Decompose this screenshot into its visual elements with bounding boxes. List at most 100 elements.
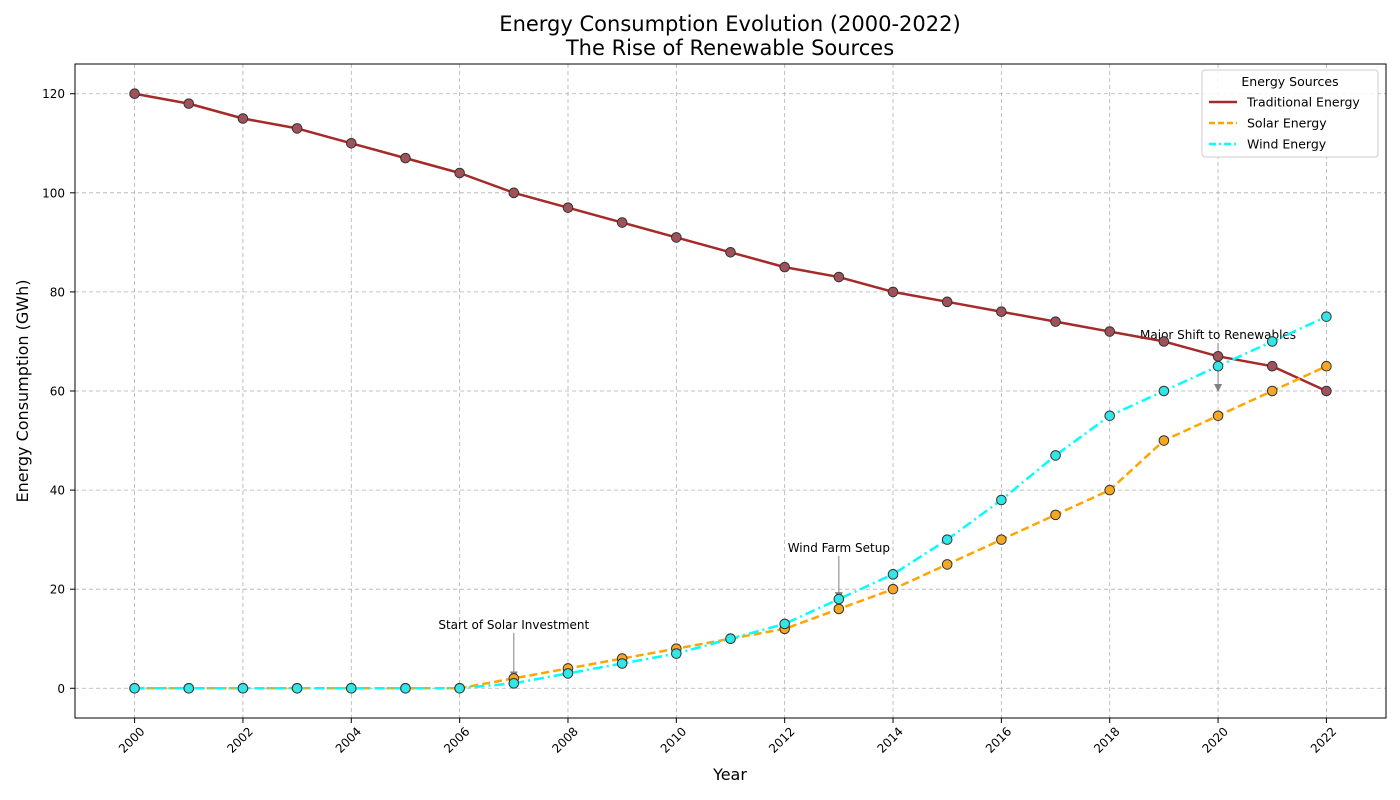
- series-2: [129, 311, 1332, 694]
- data-point: [1050, 450, 1061, 461]
- data-point: [779, 618, 790, 630]
- legend-label: Traditional Energy: [1246, 95, 1360, 110]
- data-point: [508, 678, 520, 689]
- x-tick-label: 2022: [1308, 724, 1339, 755]
- x-tick-label: 2020: [1199, 724, 1230, 755]
- data-point: [183, 98, 195, 109]
- data-point: [1321, 360, 1332, 372]
- data-point: [616, 217, 628, 228]
- x-tick-label: 2000: [116, 724, 147, 755]
- data-point: [1212, 410, 1224, 422]
- series-layer: [129, 88, 1332, 694]
- data-point: [996, 306, 1007, 318]
- data-point: [833, 593, 845, 605]
- x-tick-label: 2008: [549, 724, 580, 755]
- data-point: [183, 682, 195, 694]
- y-tick-label: 20: [50, 583, 65, 597]
- data-point: [129, 88, 140, 100]
- data-point: [725, 246, 736, 258]
- annotation: Wind Farm Setup: [788, 541, 890, 601]
- data-point: [1321, 311, 1332, 322]
- x-tick-label: 2018: [1091, 724, 1122, 755]
- data-point: [1266, 385, 1278, 397]
- x-axis-label: Year: [712, 765, 747, 784]
- chart-subtitle: The Rise of Renewable Sources: [565, 36, 894, 60]
- annotation-text: Major Shift to Renewables: [1140, 328, 1296, 342]
- data-point: [345, 682, 357, 694]
- y-tick-label: 100: [42, 186, 65, 200]
- x-tick-label: 2004: [333, 724, 364, 755]
- data-point: [887, 583, 899, 595]
- data-point: [996, 494, 1007, 506]
- legend: Energy Sources Traditional Energy Solar En…: [1201, 69, 1379, 158]
- data-point: [291, 682, 303, 694]
- data-point: [1104, 326, 1116, 337]
- data-point: [887, 286, 899, 298]
- data-point: [671, 648, 682, 659]
- data-point: [941, 559, 953, 570]
- y-axis: 0 20 40 60 80 100 120: [42, 87, 75, 696]
- data-point: [1212, 351, 1224, 362]
- data-point: [1050, 509, 1061, 521]
- y-tick-label: 0: [57, 682, 65, 696]
- data-point: [400, 682, 411, 694]
- y-tick-label: 60: [50, 385, 65, 399]
- legend-box: [1201, 69, 1379, 158]
- data-point: [129, 682, 140, 694]
- grid: [75, 64, 1386, 718]
- series-line: [134, 315, 1327, 690]
- annotations: Start of Solar Investment Wind Farm Setup…: [438, 328, 1296, 680]
- data-point: [291, 123, 303, 134]
- data-point: [1158, 435, 1170, 446]
- data-point: [1158, 385, 1170, 397]
- annotation-text: Wind Farm Setup: [788, 541, 890, 555]
- x-tick-label: 2016: [983, 724, 1014, 755]
- x-tick-label: 2006: [441, 724, 472, 755]
- data-point: [671, 232, 682, 243]
- data-point: [725, 633, 736, 645]
- legend-title: Energy Sources: [1241, 74, 1338, 89]
- x-tick-label: 2014: [874, 724, 905, 755]
- data-point: [237, 113, 249, 124]
- chart-title: Energy Consumption Evolution (2000-2022): [499, 12, 960, 36]
- series-0: [129, 88, 1332, 397]
- data-point: [779, 261, 790, 273]
- data-point: [400, 152, 411, 164]
- data-point: [1266, 336, 1278, 347]
- data-point: [1158, 336, 1170, 347]
- y-tick-label: 120: [42, 87, 65, 101]
- annotation: Start of Solar Investment: [438, 618, 590, 680]
- data-point: [833, 271, 845, 283]
- data-point: [996, 534, 1007, 545]
- data-point: [454, 167, 465, 179]
- data-point: [454, 682, 465, 694]
- y-tick-label: 80: [50, 285, 65, 299]
- data-point: [562, 668, 574, 679]
- data-point: [887, 569, 899, 580]
- data-point: [1104, 410, 1116, 422]
- annotation-text: Start of Solar Investment: [438, 618, 589, 632]
- series-line: [134, 92, 1327, 393]
- legend-label: Wind Energy: [1247, 137, 1327, 152]
- legend-label: Solar Energy: [1247, 116, 1327, 131]
- data-point: [345, 137, 357, 149]
- data-point: [237, 682, 249, 694]
- data-point: [941, 534, 953, 545]
- data-point: [616, 658, 628, 669]
- data-point: [508, 187, 520, 199]
- data-point: [941, 296, 953, 308]
- x-axis: 2000 2002 2004 2006 2008 2010 2012 2014 2016 2018…: [116, 718, 1339, 756]
- data-point: [1321, 385, 1332, 397]
- data-point: [1212, 360, 1224, 372]
- data-point: [833, 603, 845, 615]
- x-tick-label: 2010: [658, 724, 689, 755]
- data-point: [1104, 484, 1116, 496]
- data-point: [562, 202, 574, 213]
- y-tick-label: 40: [50, 484, 65, 498]
- x-tick-label: 2012: [766, 724, 797, 755]
- y-axis-label: Energy Consumption (GWh): [13, 280, 32, 503]
- data-point: [1050, 316, 1061, 327]
- data-point: [1266, 360, 1278, 372]
- x-tick-label: 2002: [224, 724, 255, 755]
